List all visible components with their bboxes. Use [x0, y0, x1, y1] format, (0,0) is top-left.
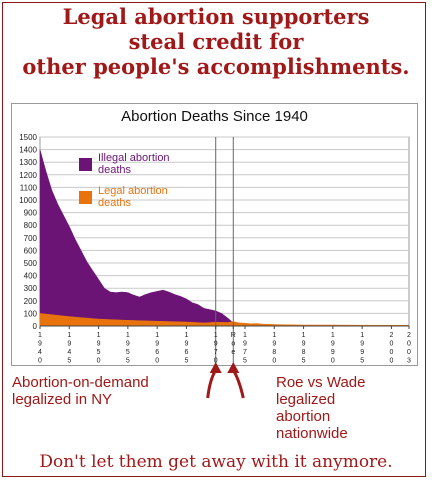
annotation-roe-line-2: legalized [276, 391, 336, 408]
y-tick-label: 1200 [19, 171, 37, 180]
legend-swatch-0 [79, 158, 92, 171]
y-tick-label: 700 [24, 234, 38, 243]
annotation-ny: Abortion-on-demand legalized in NY [12, 374, 149, 408]
legend-label-0: Illegal abortion deaths [98, 152, 170, 176]
annotation-ny-line-2: legalized in NY [12, 391, 113, 408]
legend-label-1: Legal abortion deaths [98, 185, 168, 209]
annotation-roe: Roe vs Wade legalized abortion nationwid… [276, 374, 365, 442]
y-tick-label: 100 [24, 309, 38, 318]
y-tick-label: 1100 [20, 183, 38, 192]
annotation-roe-line-4: nationwide [276, 425, 348, 442]
y-tick-label: 200 [24, 297, 38, 306]
chart-title: Abortion Deaths Since 1940 [121, 108, 308, 125]
annotation-roe-line-3: abortion [276, 408, 331, 425]
legal-deaths-area [39, 313, 410, 327]
y-tick-label: 500 [24, 259, 38, 268]
y-tick-label: 600 [24, 246, 38, 255]
footer-text: Don't let them get away with it anymore. [39, 452, 393, 472]
headline-line-2: steal credit for [128, 29, 304, 54]
y-tick-label: 300 [24, 284, 38, 293]
y-tick-label: 400 [24, 272, 38, 281]
headline: Legal abortion supporters steal credit f… [0, 4, 432, 79]
y-tick-label: 1000 [19, 196, 37, 205]
legend-swatch-1 [79, 191, 92, 204]
y-tick-label: 900 [24, 209, 38, 218]
annotation-roe-line-1: Roe vs Wade [276, 374, 366, 391]
y-tick-label: 800 [24, 221, 38, 230]
y-tick-label: 0 [33, 322, 38, 331]
arrow-ny [206, 362, 222, 399]
arrow-roe [227, 362, 245, 399]
headline-line-3: other people's accomplishments. [22, 54, 410, 79]
annotation-ny-line-1: Abortion-on-demand [12, 374, 149, 391]
y-tick-label: 1500 [19, 133, 37, 142]
y-tick-label: 1300 [19, 158, 37, 167]
y-tick-label: 1400 [19, 146, 37, 155]
headline-line-1: Legal abortion supporters [62, 4, 370, 29]
